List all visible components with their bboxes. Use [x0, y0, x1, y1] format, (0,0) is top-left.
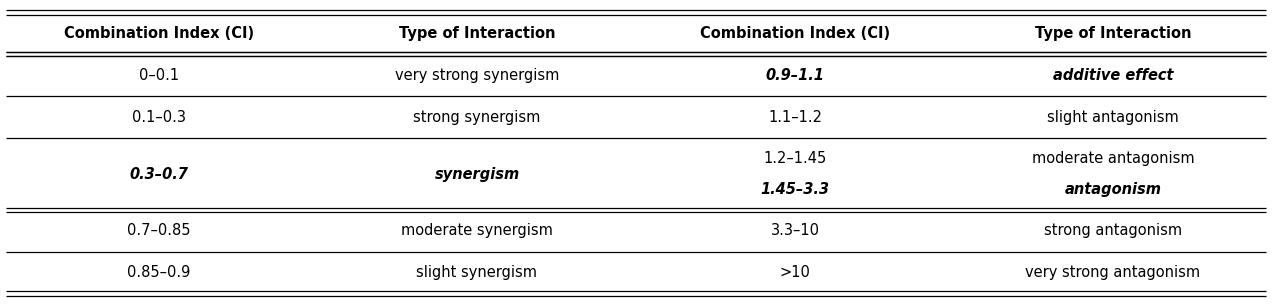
Text: strong synergism: strong synergism — [413, 110, 541, 125]
Text: Type of Interaction: Type of Interaction — [398, 26, 556, 41]
Text: slight synergism: slight synergism — [416, 265, 538, 280]
Text: additive effect: additive effect — [1053, 68, 1173, 83]
Text: synergism: synergism — [434, 166, 520, 181]
Text: very strong synergism: very strong synergism — [394, 68, 560, 83]
Text: Combination Index (CI): Combination Index (CI) — [64, 26, 254, 41]
Text: >10: >10 — [780, 265, 810, 280]
Text: 3.3–10: 3.3–10 — [771, 223, 819, 238]
Text: 0.9–1.1: 0.9–1.1 — [766, 68, 824, 83]
Text: 0–0.1: 0–0.1 — [139, 68, 179, 83]
Text: 1.1–1.2: 1.1–1.2 — [768, 110, 822, 125]
Text: 0.85–0.9: 0.85–0.9 — [127, 265, 191, 280]
Text: moderate synergism: moderate synergism — [401, 223, 553, 238]
Text: antagonism: antagonism — [1065, 182, 1161, 197]
Text: Combination Index (CI): Combination Index (CI) — [700, 26, 890, 41]
Text: 0.3–0.7: 0.3–0.7 — [130, 166, 188, 181]
Text: 1.2–1.45: 1.2–1.45 — [763, 151, 827, 166]
Text: Type of Interaction: Type of Interaction — [1034, 26, 1192, 41]
Text: strong antagonism: strong antagonism — [1044, 223, 1182, 238]
Text: very strong antagonism: very strong antagonism — [1025, 265, 1201, 280]
Text: moderate antagonism: moderate antagonism — [1032, 151, 1194, 166]
Text: slight antagonism: slight antagonism — [1047, 110, 1179, 125]
Text: 0.1–0.3: 0.1–0.3 — [132, 110, 186, 125]
Text: 1.45–3.3: 1.45–3.3 — [761, 182, 829, 197]
Text: 0.7–0.85: 0.7–0.85 — [127, 223, 191, 238]
